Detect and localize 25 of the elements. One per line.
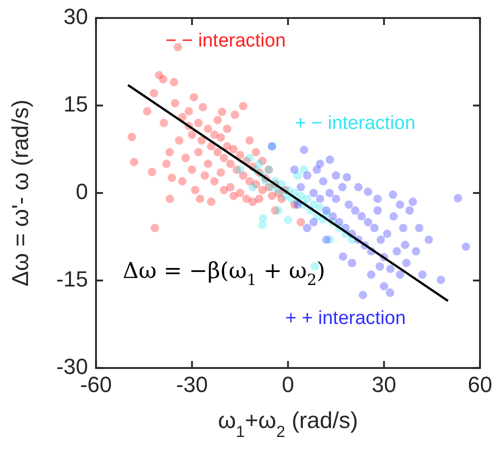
x-tick-label: 30 xyxy=(372,372,396,397)
point xyxy=(245,154,254,162)
y-tick-label: -15 xyxy=(56,266,88,292)
y-tick-label: 30 xyxy=(64,4,88,29)
point xyxy=(284,216,292,224)
point xyxy=(255,160,264,168)
x-axis-title: ω$_{1}$+ω$_{2}$ (rad/s) xyxy=(218,407,358,441)
y-axis-title: Δω = ω'- ω (rad/s) xyxy=(7,100,33,286)
point xyxy=(258,220,267,230)
point xyxy=(274,206,283,215)
series-label: + + interaction xyxy=(285,308,406,330)
point xyxy=(248,182,257,192)
point xyxy=(316,203,324,212)
point xyxy=(236,165,244,174)
y-tick-label: 15 xyxy=(64,91,88,116)
point xyxy=(303,194,312,204)
x-tick-label: -30 xyxy=(176,372,208,397)
x-tick-label: 60 xyxy=(468,372,492,397)
series-label: − − interaction xyxy=(165,30,286,52)
point xyxy=(258,214,268,222)
y-tick-label: -30 xyxy=(56,354,88,379)
annotation: Δω = −β(ω$_{1}$ + ω$_{2}$) xyxy=(122,258,326,289)
x-tick-label: 0 xyxy=(282,372,294,397)
y-tick-label: 0 xyxy=(76,178,88,204)
series-label: + − interaction xyxy=(294,113,416,134)
